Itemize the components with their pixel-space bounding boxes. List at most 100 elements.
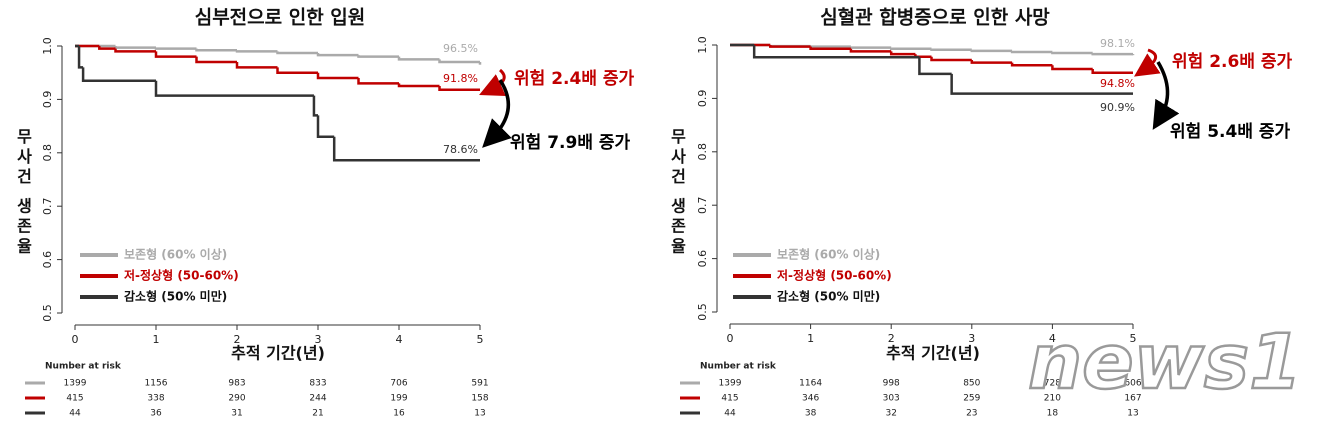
risk-count: 13 [474,409,485,419]
survival-step [276,51,318,55]
survival-step [154,47,197,50]
risk-count: 983 [228,379,245,389]
survival-step [114,46,156,49]
risk-count: 998 [883,379,900,389]
x-axis-label: 추적 기간(년) [231,344,325,363]
survival-step [397,56,440,61]
legend-label: 감소형 (50% 미만) [124,289,227,304]
chart-title: 심부전으로 인한 입원 [195,7,366,29]
risk-count: 38 [805,409,817,419]
y-tick-label: 1.0 [696,36,709,54]
y-tick-label: 0.7 [41,197,54,215]
risk-count: 303 [883,394,900,404]
survival-step [970,49,1013,53]
legend-label: 보존형 (60% 이상) [777,247,880,262]
survival-step [918,57,952,76]
risk-count: 16 [393,409,405,419]
y-tick-label: 0.5 [41,304,54,322]
x-tick-label: 1 [153,333,160,346]
survival-step [98,46,116,50]
y-tick-label: 0.5 [696,303,709,321]
survival-step [930,48,972,52]
survival-step [809,46,851,50]
risk-count: 1156 [145,379,168,389]
survival-step [1010,50,1053,54]
survival-step [769,45,811,48]
end-label: 98.1% [1100,37,1135,50]
y-tick-label: 0.8 [696,143,709,161]
survival-step [316,72,359,80]
legend-label: 감소형 (50% 미만) [777,289,880,304]
survival-step [195,48,237,52]
survival-step [889,51,916,56]
survival-step [235,62,278,69]
survival-step [312,95,318,117]
y-axis-label: 무사건 생존율 [14,128,33,258]
risk-count: 591 [471,379,488,389]
risk-count: 44 [724,409,736,419]
end-label: 91.8% [443,72,478,85]
end-label: 90.9% [1100,101,1135,114]
arrow [1134,48,1161,77]
y-tick-label: 0.6 [696,250,709,268]
survival-step [889,47,932,50]
x-axis-label: 추적 기간(년) [886,344,980,363]
watermark: news1 [1028,317,1302,406]
y-tick-label: 0.7 [696,196,709,214]
survival-step [1051,65,1093,71]
survival-step [357,78,399,85]
risk-count: 850 [963,379,980,389]
survival-step [1010,62,1053,67]
survival-step [154,51,197,58]
y-tick-label: 0.9 [41,91,54,109]
survival-step [235,50,278,53]
risk-count: 210 [1044,394,1061,404]
risk-count: 290 [228,394,245,404]
risk-count: 415 [66,394,83,404]
chart-title: 심혈관 합병증으로 인한 사망 [820,6,1050,29]
risk-count: 13 [1127,409,1138,419]
x-tick-label: 4 [1049,332,1056,345]
x-tick-label: 1 [807,332,814,345]
survival-step [438,86,480,92]
end-label: 94.8% [1100,77,1135,90]
x-tick-label: 5 [1130,332,1137,345]
x-tick-label: 0 [72,333,79,346]
x-tick-label: 3 [968,332,975,345]
risk-count: 338 [147,394,164,404]
arrow [482,79,512,148]
x-tick-label: 3 [315,333,322,346]
survival-step [276,67,318,74]
risk-count: 259 [963,394,980,404]
risk-count: 18 [1047,409,1059,419]
risk-count: 606 [1124,379,1141,389]
survival-step [1091,69,1133,75]
risk-count: 199 [390,394,407,404]
risk-count: 23 [966,409,977,419]
survival-step [114,48,156,53]
x-tick-label: 2 [888,332,895,345]
arrow [1152,61,1180,130]
annotation: 위험 5.4배 증가 [1170,121,1291,142]
survival-step [752,45,920,59]
legend-label: 보존형 (60% 이상) [124,247,227,262]
survival-step [438,59,480,64]
x-tick-label: 2 [234,333,241,346]
risk-count: 167 [1124,394,1141,404]
y-axis-label: 무사건 생존율 [668,128,687,258]
survival-step [154,80,314,97]
x-tick-label: 4 [396,333,403,346]
survival-step [1091,52,1133,56]
risk-table-title: Number at risk [45,362,122,372]
y-tick-label: 0.8 [41,144,54,162]
risk-count: 244 [309,394,326,404]
survival-step [195,56,237,64]
x-tick-label: 5 [477,333,484,346]
legend-label: 저-정상형 (50-60%) [777,268,892,283]
survival-step [77,46,84,69]
survival-step [809,45,851,48]
survival-step [316,115,335,139]
survival-step [1051,51,1093,55]
arrow [479,68,506,96]
survival-step [332,136,480,162]
